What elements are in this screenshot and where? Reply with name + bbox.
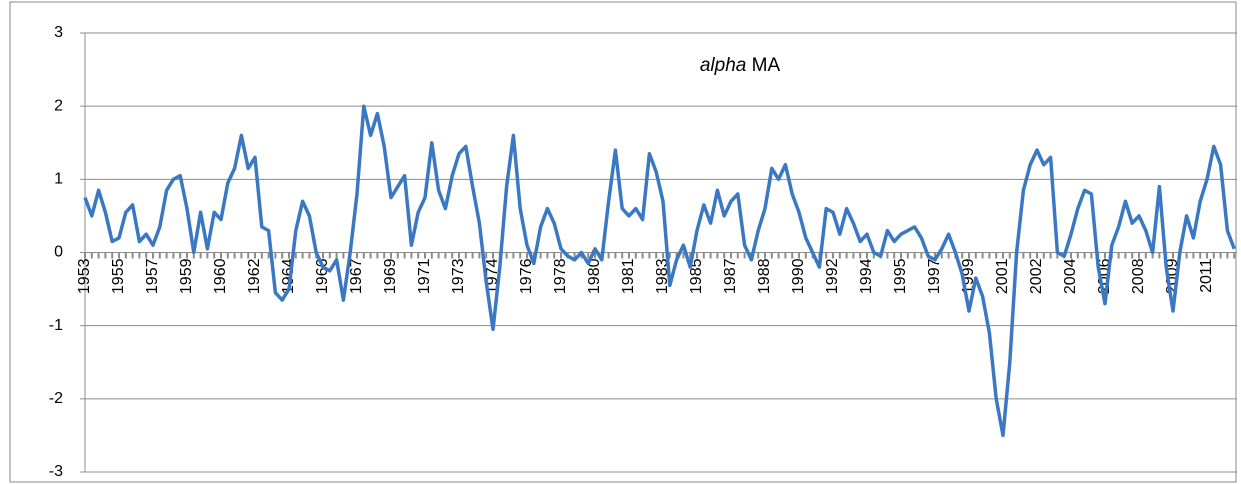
chart-border	[9, 1, 1237, 483]
x-tick-label: 1955	[110, 258, 127, 294]
x-tick-label: 1967	[348, 258, 365, 294]
x-tick-label: 2001	[994, 258, 1011, 294]
x-tick-label: 1953	[76, 258, 93, 294]
x-tick-label: 1981	[620, 258, 637, 294]
y-tick-label: -3	[49, 463, 63, 480]
x-tick-label: 1978	[552, 258, 569, 294]
x-tick-label: 1994	[858, 258, 875, 294]
x-tick-label: 2004	[1062, 258, 1079, 294]
x-tick-label: 1960	[212, 258, 229, 294]
x-tick-label: 1992	[824, 258, 841, 294]
y-tick-label: -2	[49, 390, 63, 407]
x-tick-label: 1980	[586, 258, 603, 294]
legend-word: alpha	[700, 55, 747, 76]
x-tick-label: 1962	[246, 258, 263, 294]
legend-word: MA	[746, 55, 780, 76]
x-tick-label: 2002	[1028, 258, 1045, 294]
y-tick-label: -1	[49, 317, 63, 334]
x-tick-label: 1976	[518, 258, 535, 294]
x-tick-label: 1957	[144, 258, 161, 294]
x-tick-label: 2008	[1130, 258, 1147, 294]
x-tick-label: 1959	[178, 258, 195, 294]
legend-label: alpha MA	[700, 55, 781, 76]
x-tick-label: 1973	[450, 258, 467, 294]
x-tick-label: 2011	[1198, 258, 1215, 293]
x-tick-label: 1971	[416, 258, 433, 294]
x-tick-label: 1988	[756, 258, 773, 294]
x-tick-label: 1990	[790, 258, 807, 294]
x-tick-label: 1969	[382, 258, 399, 294]
x-tick-label: 1985	[688, 258, 705, 294]
x-tick-label: 1987	[722, 258, 739, 294]
line-series	[83, 104, 1236, 438]
y-tick-label: 2	[54, 97, 63, 114]
x-tick-label: 1995	[892, 258, 909, 294]
x-tick-label: 1997	[926, 258, 943, 294]
y-tick-label: 1	[54, 171, 63, 188]
y-tick-label: 0	[54, 244, 63, 261]
y-tick-label: 3	[54, 24, 63, 41]
